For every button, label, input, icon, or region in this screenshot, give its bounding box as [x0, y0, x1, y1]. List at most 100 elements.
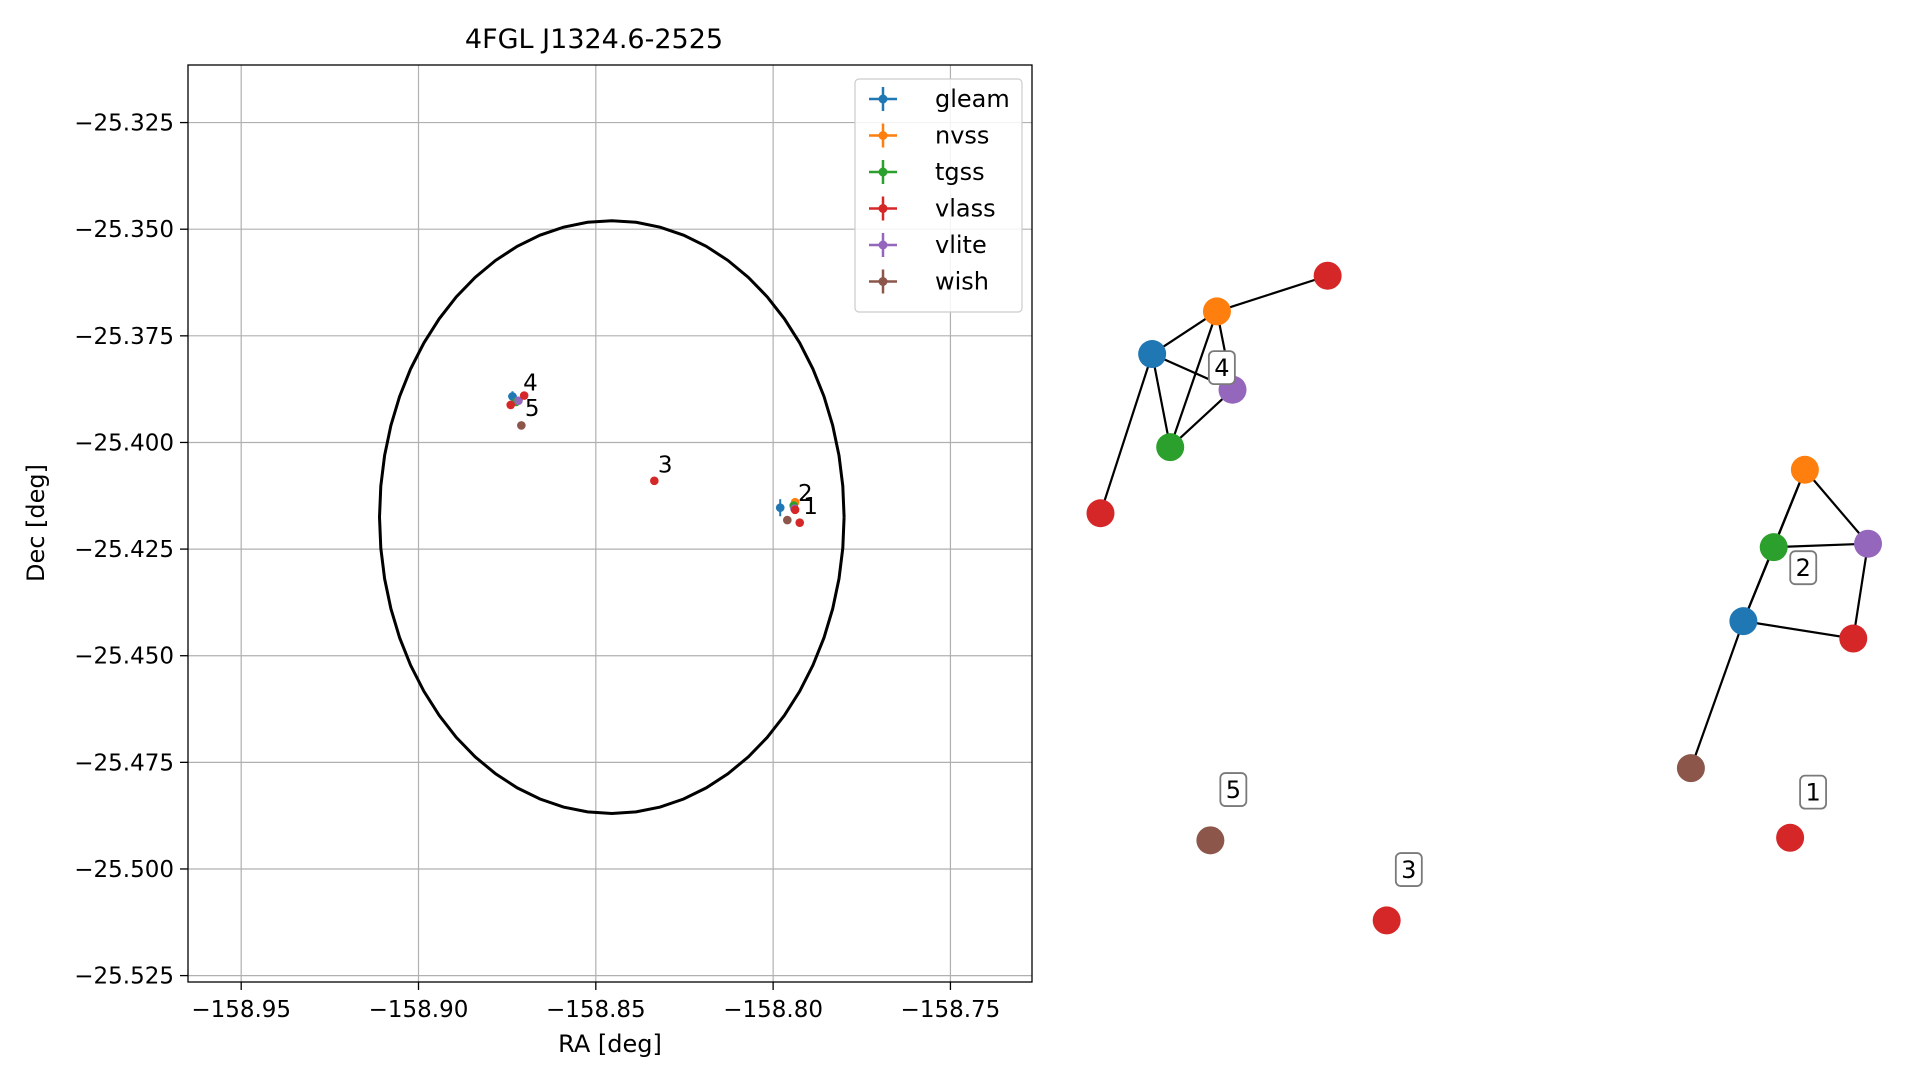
graph-label-box [1219, 772, 1248, 807]
legend-marker [878, 277, 888, 286]
legend-entry-vlass: vlass [869, 195, 996, 223]
graph-edge [1743, 620, 1854, 640]
y-tick-label: −25.425 [74, 537, 174, 563]
point-marker [506, 400, 516, 410]
legend-label: wish [935, 268, 989, 296]
y-tick-label: −25.450 [74, 644, 174, 670]
graph-node-gleam [1729, 607, 1758, 636]
y-axis-label: Dec [deg] [22, 464, 50, 582]
legend-entry-vlite: vlite [869, 231, 987, 259]
graph-label-1: 1 [1805, 779, 1820, 807]
legend-box [854, 78, 1023, 313]
annotation-1: 1 [803, 494, 818, 520]
point-vlite [514, 396, 523, 405]
graph-label-box [1207, 350, 1236, 385]
graph-node-vlass [1086, 499, 1115, 528]
graph-node-nvss [1202, 297, 1231, 326]
graph-node-vlass [1372, 906, 1401, 935]
grid [188, 65, 1032, 982]
graph-edge [1169, 311, 1218, 448]
legend-marker [878, 167, 888, 177]
legend-label: nvss [935, 122, 989, 150]
graph-label-box [1394, 852, 1423, 887]
plot-frame [187, 64, 1033, 983]
legend-entry-wish: wish [869, 268, 989, 296]
annotation-4: 4 [523, 370, 538, 396]
graph-label-4: 4 [1214, 354, 1229, 382]
error-ellipse [377, 219, 846, 816]
graph-label-box [1799, 774, 1827, 810]
axis-ticks: −158.95 −158.90 −158.85 −158.80 −158.75 −25.3… [74, 111, 1000, 1023]
data-points [506, 391, 805, 527]
graph-node-nvss [1790, 455, 1819, 484]
x-tick-label: −158.80 [723, 997, 823, 1023]
annotation-2: 2 [798, 481, 813, 507]
y-tick-label: −25.375 [74, 324, 174, 350]
graph-label-box [1789, 550, 1818, 586]
graph-label-5: 5 [1226, 776, 1241, 804]
graph-edge [1852, 543, 1870, 639]
graph-node-vlass [1839, 624, 1868, 653]
uncertainty-ellipse [377, 219, 846, 816]
legend-marker [878, 94, 888, 104]
point-marker [795, 518, 805, 527]
legend-marker [878, 204, 888, 213]
point-wish [517, 421, 526, 430]
x-tick-label: −158.85 [546, 997, 646, 1023]
annotation-5: 5 [525, 396, 540, 422]
point-marker [775, 503, 785, 513]
point-marker [650, 476, 659, 486]
point-wish [783, 515, 792, 525]
graph-edge [1804, 469, 1869, 545]
legend-marker [878, 131, 888, 140]
legend-label: tgss [935, 158, 985, 186]
y-tick-label: −25.475 [74, 750, 174, 776]
point-vlass [519, 391, 529, 400]
y-tick-label: −25.350 [74, 217, 174, 243]
y-tick-label: −25.525 [74, 964, 174, 990]
y-tick-label: −25.325 [74, 111, 174, 137]
graph-node-gleam [1138, 340, 1167, 369]
graph-edge [1689, 620, 1745, 769]
point-vlass [650, 476, 659, 486]
legend-label: vlite [935, 231, 987, 259]
legend-entry-nvss: nvss [869, 122, 989, 150]
chart-title: 4FGL J1324.6-2525 [465, 24, 723, 55]
point-marker [783, 515, 792, 525]
legend-label: gleam [935, 85, 1010, 113]
point-vlass [506, 400, 516, 410]
graph-node-tgss [1156, 433, 1185, 462]
point-vlass [795, 518, 805, 527]
graph-node-tgss [1759, 533, 1788, 562]
graph-node-vlite [1854, 529, 1883, 558]
graph-edge [1773, 542, 1869, 549]
legend-label: vlass [935, 195, 996, 223]
x-axis-label: RA [deg] [558, 1030, 662, 1058]
graph-edge [1099, 353, 1154, 514]
x-tick-label: −158.95 [191, 997, 291, 1023]
point-gleam [775, 499, 785, 517]
graph-label-2: 2 [1796, 554, 1811, 582]
legend-entry-gleam: gleam [869, 85, 1010, 113]
legend-marker [878, 240, 888, 250]
graph-edge [1169, 388, 1234, 448]
graph-edge [1151, 353, 1172, 448]
graph-edge [1216, 274, 1328, 313]
graph-node-wish [1196, 826, 1225, 855]
point-marker [790, 505, 800, 515]
y-tick-label: −25.400 [74, 430, 174, 456]
point-marker [519, 391, 529, 400]
y-tick-label: −25.500 [74, 857, 174, 883]
point-marker [514, 396, 523, 405]
point-marker [517, 421, 526, 430]
x-tick-label: −158.75 [901, 997, 1001, 1023]
graph-node-vlass [1776, 823, 1805, 852]
legend: gleam nvss tgss vlass vlite wish [854, 78, 1023, 313]
network-graph: 4 2 5 3 1 [1086, 261, 1883, 935]
legend-entry-tgss: tgss [869, 158, 985, 186]
point-vlass [790, 505, 800, 515]
annotation-3: 3 [658, 452, 673, 478]
graph-node-vlass [1313, 261, 1342, 290]
graph-label-3: 3 [1401, 856, 1416, 884]
